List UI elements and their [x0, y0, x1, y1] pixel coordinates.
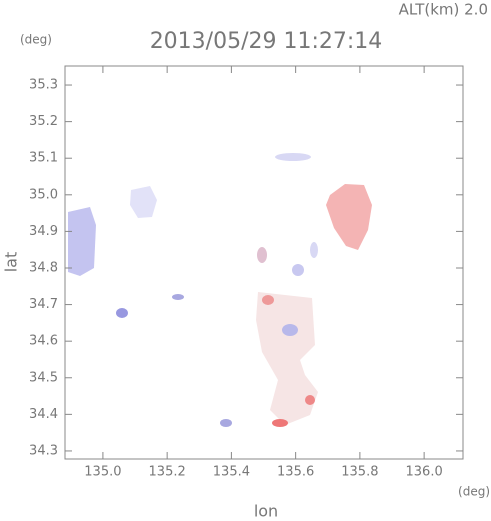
echo — [326, 184, 372, 250]
chart-title: 2013/05/29 11:27:14 — [150, 29, 383, 54]
x-tick-label: 136.0 — [406, 465, 443, 480]
echo — [256, 292, 318, 425]
y-tick-label: 34.9 — [29, 224, 58, 239]
y-tick-label: 34.8 — [29, 260, 58, 275]
y-tick-label: 35.0 — [29, 187, 58, 202]
x-tick-label: 135.0 — [84, 465, 121, 480]
y-tick-label: 34.7 — [29, 297, 58, 312]
x-axis-label: lon — [254, 502, 278, 521]
x-unit: (deg) — [458, 485, 490, 499]
echo — [257, 247, 267, 263]
y-axis-label: lat — [2, 252, 21, 273]
y-tick-label: 34.3 — [29, 443, 58, 458]
echoes — [68, 153, 372, 427]
y-tick-label: 35.3 — [29, 78, 58, 93]
x-tick-label: 135.4 — [213, 465, 250, 480]
y-tick-label: 34.4 — [29, 407, 58, 422]
echo — [68, 207, 96, 276]
y-tick-label: 35.2 — [29, 114, 58, 129]
echo — [282, 324, 298, 336]
x-tick-label: 135.2 — [149, 465, 186, 480]
y-tick-label: 35.1 — [29, 151, 58, 166]
echo — [116, 308, 128, 318]
echo — [130, 186, 157, 218]
y-unit: (deg) — [20, 33, 52, 47]
echo — [305, 395, 315, 405]
plot-border — [64, 65, 464, 460]
echo — [310, 242, 318, 258]
x-tick-label: 135.8 — [341, 465, 378, 480]
echo — [172, 294, 184, 300]
y-tick-label: 34.5 — [29, 370, 58, 385]
echo — [275, 153, 311, 161]
echo — [292, 264, 304, 276]
x-tick-label: 135.6 — [277, 465, 314, 480]
echo — [262, 295, 274, 305]
echo — [220, 419, 232, 427]
echo — [272, 419, 288, 427]
altitude-label: ALT(km) 2.0 — [399, 1, 488, 19]
plot-frame — [64, 65, 464, 460]
y-tick-label: 34.6 — [29, 334, 58, 349]
